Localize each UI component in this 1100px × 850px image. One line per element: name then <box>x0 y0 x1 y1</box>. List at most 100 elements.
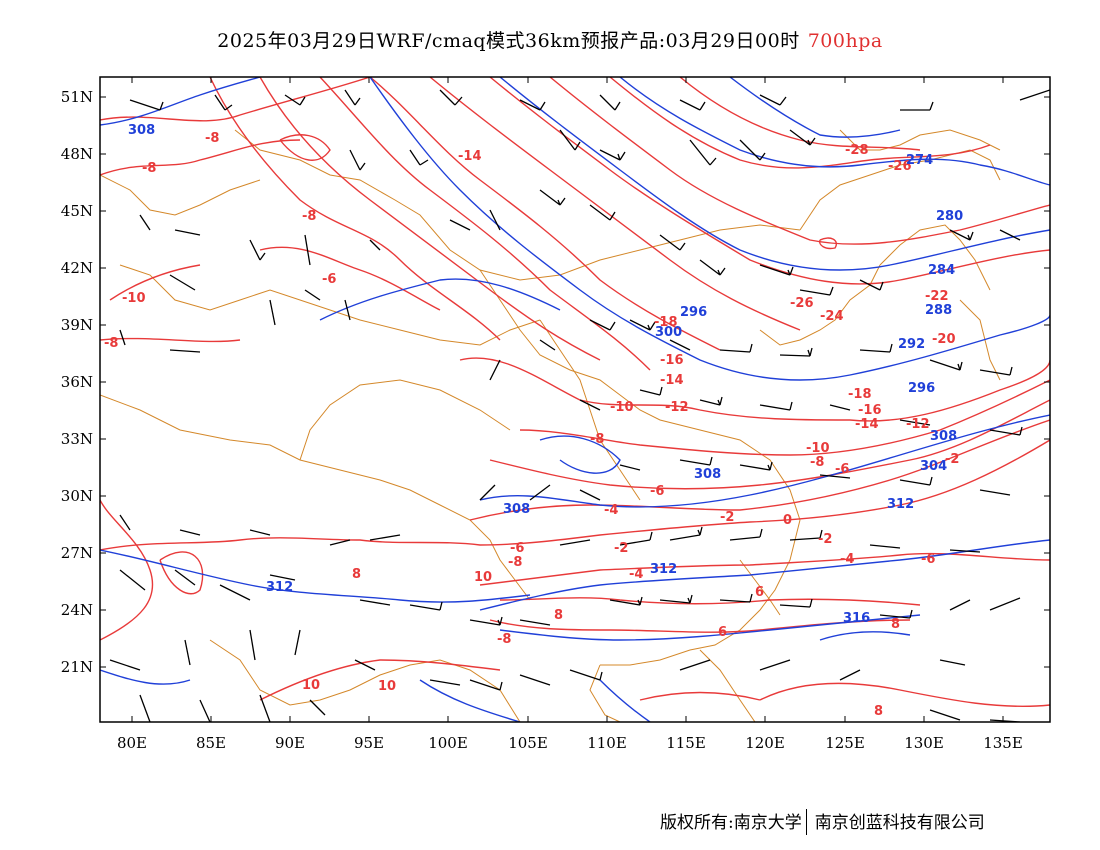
country-borders <box>100 129 1001 722</box>
lat-label: 27N <box>61 544 93 562</box>
longitude-axis <box>131 77 1004 722</box>
lon-label: 130E <box>904 734 944 752</box>
temp-label: -8 <box>590 432 604 447</box>
temp-label: -4 <box>604 503 618 518</box>
height-label: 296 <box>908 381 935 396</box>
temp-label: -28 <box>845 143 869 158</box>
height-label: 300 <box>655 325 682 340</box>
temp-label: -8 <box>104 336 118 351</box>
temp-label: -2 <box>945 452 959 467</box>
height-labels: 308 274 280 284 288 292 296 296 300 304 … <box>128 123 963 626</box>
temp-label: -24 <box>820 309 844 324</box>
title-level: 700hpa <box>807 30 883 52</box>
lat-label: 42N <box>61 259 93 277</box>
height-label: 296 <box>680 305 707 320</box>
temp-label: -16 <box>858 403 882 418</box>
temp-label: -6 <box>921 552 935 567</box>
height-label: 304 <box>920 459 947 474</box>
temp-label: -2 <box>720 510 734 525</box>
lon-label: 90E <box>275 734 305 752</box>
temp-label: 6 <box>755 585 764 600</box>
temp-label: -8 <box>497 632 511 647</box>
height-label: 288 <box>925 303 952 318</box>
height-label: 284 <box>928 263 955 278</box>
temp-label: -6 <box>835 462 849 477</box>
temp-label: -20 <box>932 332 956 347</box>
lon-label: 80E <box>117 734 147 752</box>
temp-label: -6 <box>322 272 336 287</box>
temp-label: -10 <box>610 400 634 415</box>
lon-label: 115E <box>666 734 706 752</box>
temp-label: -10 <box>122 291 146 306</box>
lat-label: 39N <box>61 316 93 334</box>
copyright-footer: 版权所有:南京大学 南京创蓝科技有限公司 <box>660 808 985 837</box>
temp-label: -2 <box>614 541 628 556</box>
temp-label: -26 <box>888 159 912 174</box>
lon-label: 105E <box>508 734 548 752</box>
temp-label: -8 <box>142 161 156 176</box>
longitude-labels: 80E 85E 90E 95E 100E 105E 110E 115E 120E… <box>117 734 1023 752</box>
temperature-labels: -8 -8 -14 -8 -6 -10 -8 -28 -26 -26 -24 -… <box>104 131 959 719</box>
temp-label: -14 <box>855 417 879 432</box>
height-label: 292 <box>898 337 925 352</box>
height-label: 308 <box>503 502 530 517</box>
lon-label: 110E <box>587 734 627 752</box>
height-label: 308 <box>694 467 721 482</box>
temp-label: -14 <box>458 149 482 164</box>
temp-label: -14 <box>660 373 684 388</box>
temp-label: 0 <box>783 513 792 528</box>
temp-label: 10 <box>474 570 492 585</box>
lat-label: 36N <box>61 373 93 391</box>
temp-label: 8 <box>554 608 563 623</box>
height-label: 308 <box>128 123 155 138</box>
temp-label: -18 <box>848 387 872 402</box>
height-label: 312 <box>266 580 293 595</box>
temp-label: -8 <box>810 455 824 470</box>
height-label: 316 <box>843 611 870 626</box>
copyright-owner: 版权所有:南京大学 <box>660 813 802 833</box>
temp-label: -8 <box>508 555 522 570</box>
height-label: 308 <box>930 429 957 444</box>
temp-label: -26 <box>790 296 814 311</box>
temp-label: -8 <box>302 209 316 224</box>
title-main: 2025年03月29日WRF/cmaq模式36km预报产品:03月29日00时 <box>217 30 800 52</box>
lat-label: 33N <box>61 430 93 448</box>
map-content: -8 -8 -14 -8 -6 -10 -8 -28 -26 -26 -24 -… <box>100 77 1050 722</box>
temp-label: -18 <box>654 315 678 330</box>
wind-barbs <box>109 89 1050 722</box>
latitude-labels: 51N 48N 45N 42N 39N 36N 33N 30N 27N 24N … <box>61 88 93 676</box>
lon-label: 100E <box>428 734 468 752</box>
temp-label: 8 <box>352 567 361 582</box>
lon-label: 85E <box>196 734 226 752</box>
temp-label: -2 <box>818 532 832 547</box>
lon-label: 135E <box>983 734 1023 752</box>
lat-label: 24N <box>61 601 93 619</box>
lon-label: 125E <box>825 734 865 752</box>
temp-label: -12 <box>906 417 930 432</box>
temp-label: -6 <box>650 484 664 499</box>
latitude-axis <box>100 96 1050 668</box>
footer-divider <box>805 808 807 835</box>
lat-label: 48N <box>61 145 93 163</box>
height-label: 280 <box>936 209 963 224</box>
map-title: 2025年03月29日WRF/cmaq模式36km预报产品:03月29日00时 7… <box>0 26 1100 53</box>
lon-label: 95E <box>354 734 384 752</box>
map-frame <box>99 76 1051 723</box>
height-label: 312 <box>887 497 914 512</box>
temp-label: -6 <box>510 541 524 556</box>
lat-label: 21N <box>61 658 93 676</box>
temp-label: 10 <box>378 679 396 694</box>
temp-label: 6 <box>718 625 727 640</box>
height-contours <box>100 77 1050 722</box>
temp-label: 10 <box>302 678 320 693</box>
temp-label: -22 <box>925 289 949 304</box>
temperature-contours <box>100 77 1050 707</box>
temp-label: -4 <box>629 567 643 582</box>
temp-label: -8 <box>205 131 219 146</box>
temp-label: -16 <box>660 353 684 368</box>
temp-label: 8 <box>874 704 883 719</box>
copyright-company: 南京创蓝科技有限公司 <box>814 813 985 833</box>
temp-label: -10 <box>806 441 830 456</box>
lat-label: 30N <box>61 487 93 505</box>
